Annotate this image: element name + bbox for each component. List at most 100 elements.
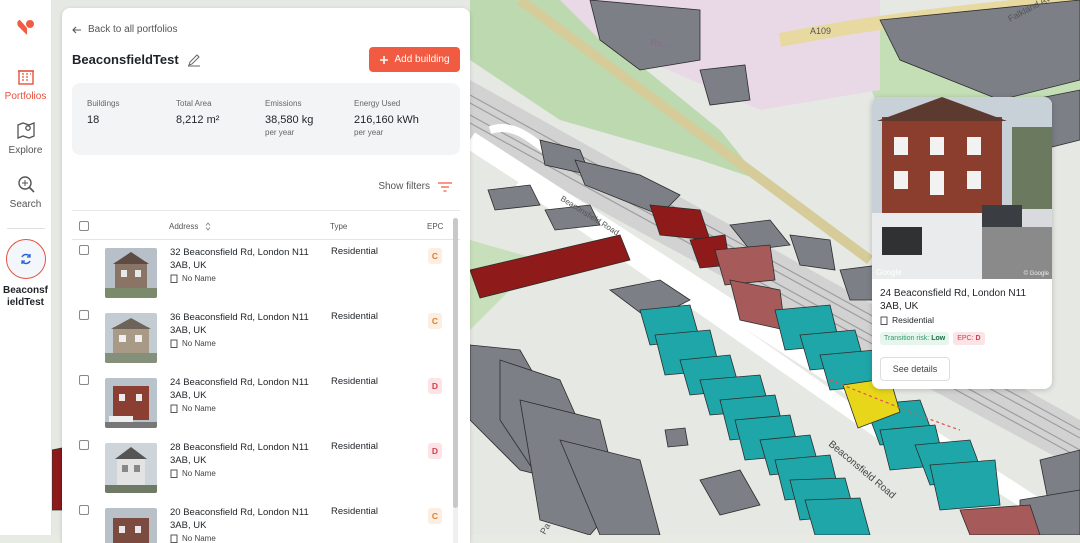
stat-sub: per year [265, 128, 295, 137]
table-header: Address Type EPC [72, 210, 460, 240]
row-building-name: No Name [170, 274, 216, 283]
row-type: Residential [331, 441, 378, 452]
app-logo-icon[interactable] [14, 16, 38, 40]
filter-icon [438, 181, 452, 192]
scrollbar-thumb[interactable] [453, 218, 458, 508]
building-thumbnail [105, 443, 157, 493]
google-copyright: © Google [1023, 271, 1049, 277]
stat-label: Buildings [87, 99, 120, 108]
search-icon [17, 176, 35, 193]
popup-epc-label: EPC: [957, 335, 974, 342]
row-type: Residential [331, 506, 378, 517]
building-small-icon [170, 274, 178, 283]
row-checkbox[interactable] [79, 505, 89, 515]
row-building-name: No Name [170, 339, 216, 348]
building-small-icon [170, 339, 178, 348]
transition-risk-label: Transition risk: [884, 335, 930, 342]
nav-explore[interactable]: Explore [2, 120, 50, 156]
table-scrollbar[interactable] [453, 218, 458, 543]
popup-epc-badge: EPC: D [953, 332, 985, 345]
map-pin-icon [16, 122, 35, 139]
stat-label: Total Area [176, 99, 212, 108]
building-thumbnail [105, 378, 157, 428]
arrow-left-icon [72, 26, 81, 33]
row-address: 32 Beaconsfield Rd, London N11 3AB, UK [170, 247, 309, 271]
buildings-table: Address Type EPC 32 Beaconsfield Rd, Lon… [72, 210, 460, 543]
edit-pencil-icon[interactable] [187, 53, 201, 67]
table-row[interactable]: 32 Beaconsfield Rd, London N11 3AB, UK N… [72, 240, 450, 304]
nav-portfolios[interactable]: Portfolios [2, 66, 50, 102]
sort-icon[interactable] [205, 222, 211, 231]
add-building-label: Add building [394, 54, 450, 65]
row-name-label: No Name [182, 534, 216, 543]
portfolio-shortcut[interactable] [5, 239, 46, 279]
show-filters-button[interactable]: Show filters [378, 181, 452, 192]
row-name-label: No Name [182, 404, 216, 413]
stats-card: Buildings 18 Total Area 8,212 m² Emissio… [72, 83, 460, 155]
google-watermark: Google [876, 268, 902, 277]
epc-badge: C [428, 313, 442, 329]
nav-label: Portfolios [4, 91, 47, 102]
nav-label: Search [9, 199, 42, 210]
row-type: Residential [331, 376, 378, 387]
header-epc: EPC [427, 222, 444, 231]
map-road-label: Pa [538, 521, 552, 535]
portfolio-shortcut-label: BeaconsfieldTest [2, 285, 48, 308]
popup-type-label: Residential [892, 315, 935, 325]
row-building-name: No Name [170, 404, 216, 413]
stat-label: Emissions [265, 99, 302, 108]
epc-badge: C [428, 508, 442, 524]
popup-type: Residential [880, 315, 934, 325]
stat-sub: per year [354, 128, 384, 137]
see-details-button[interactable]: See details [880, 357, 950, 381]
select-all-checkbox[interactable] [79, 221, 89, 231]
row-checkbox[interactable] [79, 245, 89, 255]
row-checkbox[interactable] [79, 440, 89, 450]
row-address: 36 Beaconsfield Rd, London N11 3AB, UK [170, 312, 309, 336]
show-filters-label: Show filters [378, 181, 430, 192]
left-nav-rail: Portfolios Explore Search BeaconsfieldTe… [0, 0, 52, 535]
row-name-label: No Name [182, 469, 216, 478]
stat-buildings: Buildings 18 [87, 99, 119, 126]
portfolio-title: BeaconsfieldTest [72, 52, 179, 67]
epc-badge: D [428, 443, 442, 459]
nav-label: Explore [8, 145, 43, 156]
building-thumbnail [105, 313, 157, 363]
building-popup: Google © Google 24 Beaconsfield Rd, Lond… [872, 97, 1052, 389]
epc-badge: D [428, 378, 442, 394]
row-address: 20 Beaconsfield Rd, London N11 3AB, UK [170, 507, 309, 531]
stat-emissions: Emissions 38,580 kg per year [265, 99, 313, 137]
building-icon [17, 70, 34, 85]
table-row[interactable]: 36 Beaconsfield Rd, London N11 3AB, UK N… [72, 305, 450, 369]
transition-risk-badge: Transition risk: Low [880, 332, 950, 345]
street-view-image: Google © Google [872, 97, 1052, 279]
back-link-label: Back to all portfolios [88, 24, 178, 35]
plus-icon [380, 55, 389, 64]
epc-badge: C [428, 248, 442, 264]
portfolio-panel: Back to all portfolios BeaconsfieldTest … [62, 8, 470, 543]
add-building-button[interactable]: Add building [369, 47, 460, 72]
transition-risk-value: Low [931, 335, 946, 342]
stat-value: 18 [87, 114, 100, 126]
popup-epc-value: D [975, 335, 981, 342]
row-building-name: No Name [170, 534, 216, 543]
building-small-icon [170, 404, 178, 413]
row-checkbox[interactable] [79, 375, 89, 385]
back-link[interactable]: Back to all portfolios [72, 24, 178, 35]
table-row[interactable]: 24 Beaconsfield Rd, London N11 3AB, UK N… [72, 370, 450, 434]
stat-energy-used: Energy Used 216,160 kWh per year [354, 99, 419, 137]
building-small-icon [170, 469, 178, 478]
row-address: 24 Beaconsfield Rd, London N11 3AB, UK [170, 377, 309, 401]
nav-search[interactable]: Search [2, 174, 50, 210]
header-address[interactable]: Address [169, 222, 199, 231]
building-thumbnail [105, 248, 157, 298]
stat-value: 216,160 kWh [354, 114, 419, 126]
map-road-label: A109 [810, 26, 831, 36]
row-building-name: No Name [170, 469, 216, 478]
table-row[interactable]: 20 Beaconsfield Rd, London N11 3AB, UK N… [72, 500, 450, 543]
row-name-label: No Name [182, 274, 216, 283]
row-checkbox[interactable] [79, 310, 89, 320]
map-station-label: Ro... [650, 37, 670, 50]
table-row[interactable]: 28 Beaconsfield Rd, London N11 3AB, UK N… [72, 435, 450, 499]
building-small-icon [170, 534, 178, 543]
